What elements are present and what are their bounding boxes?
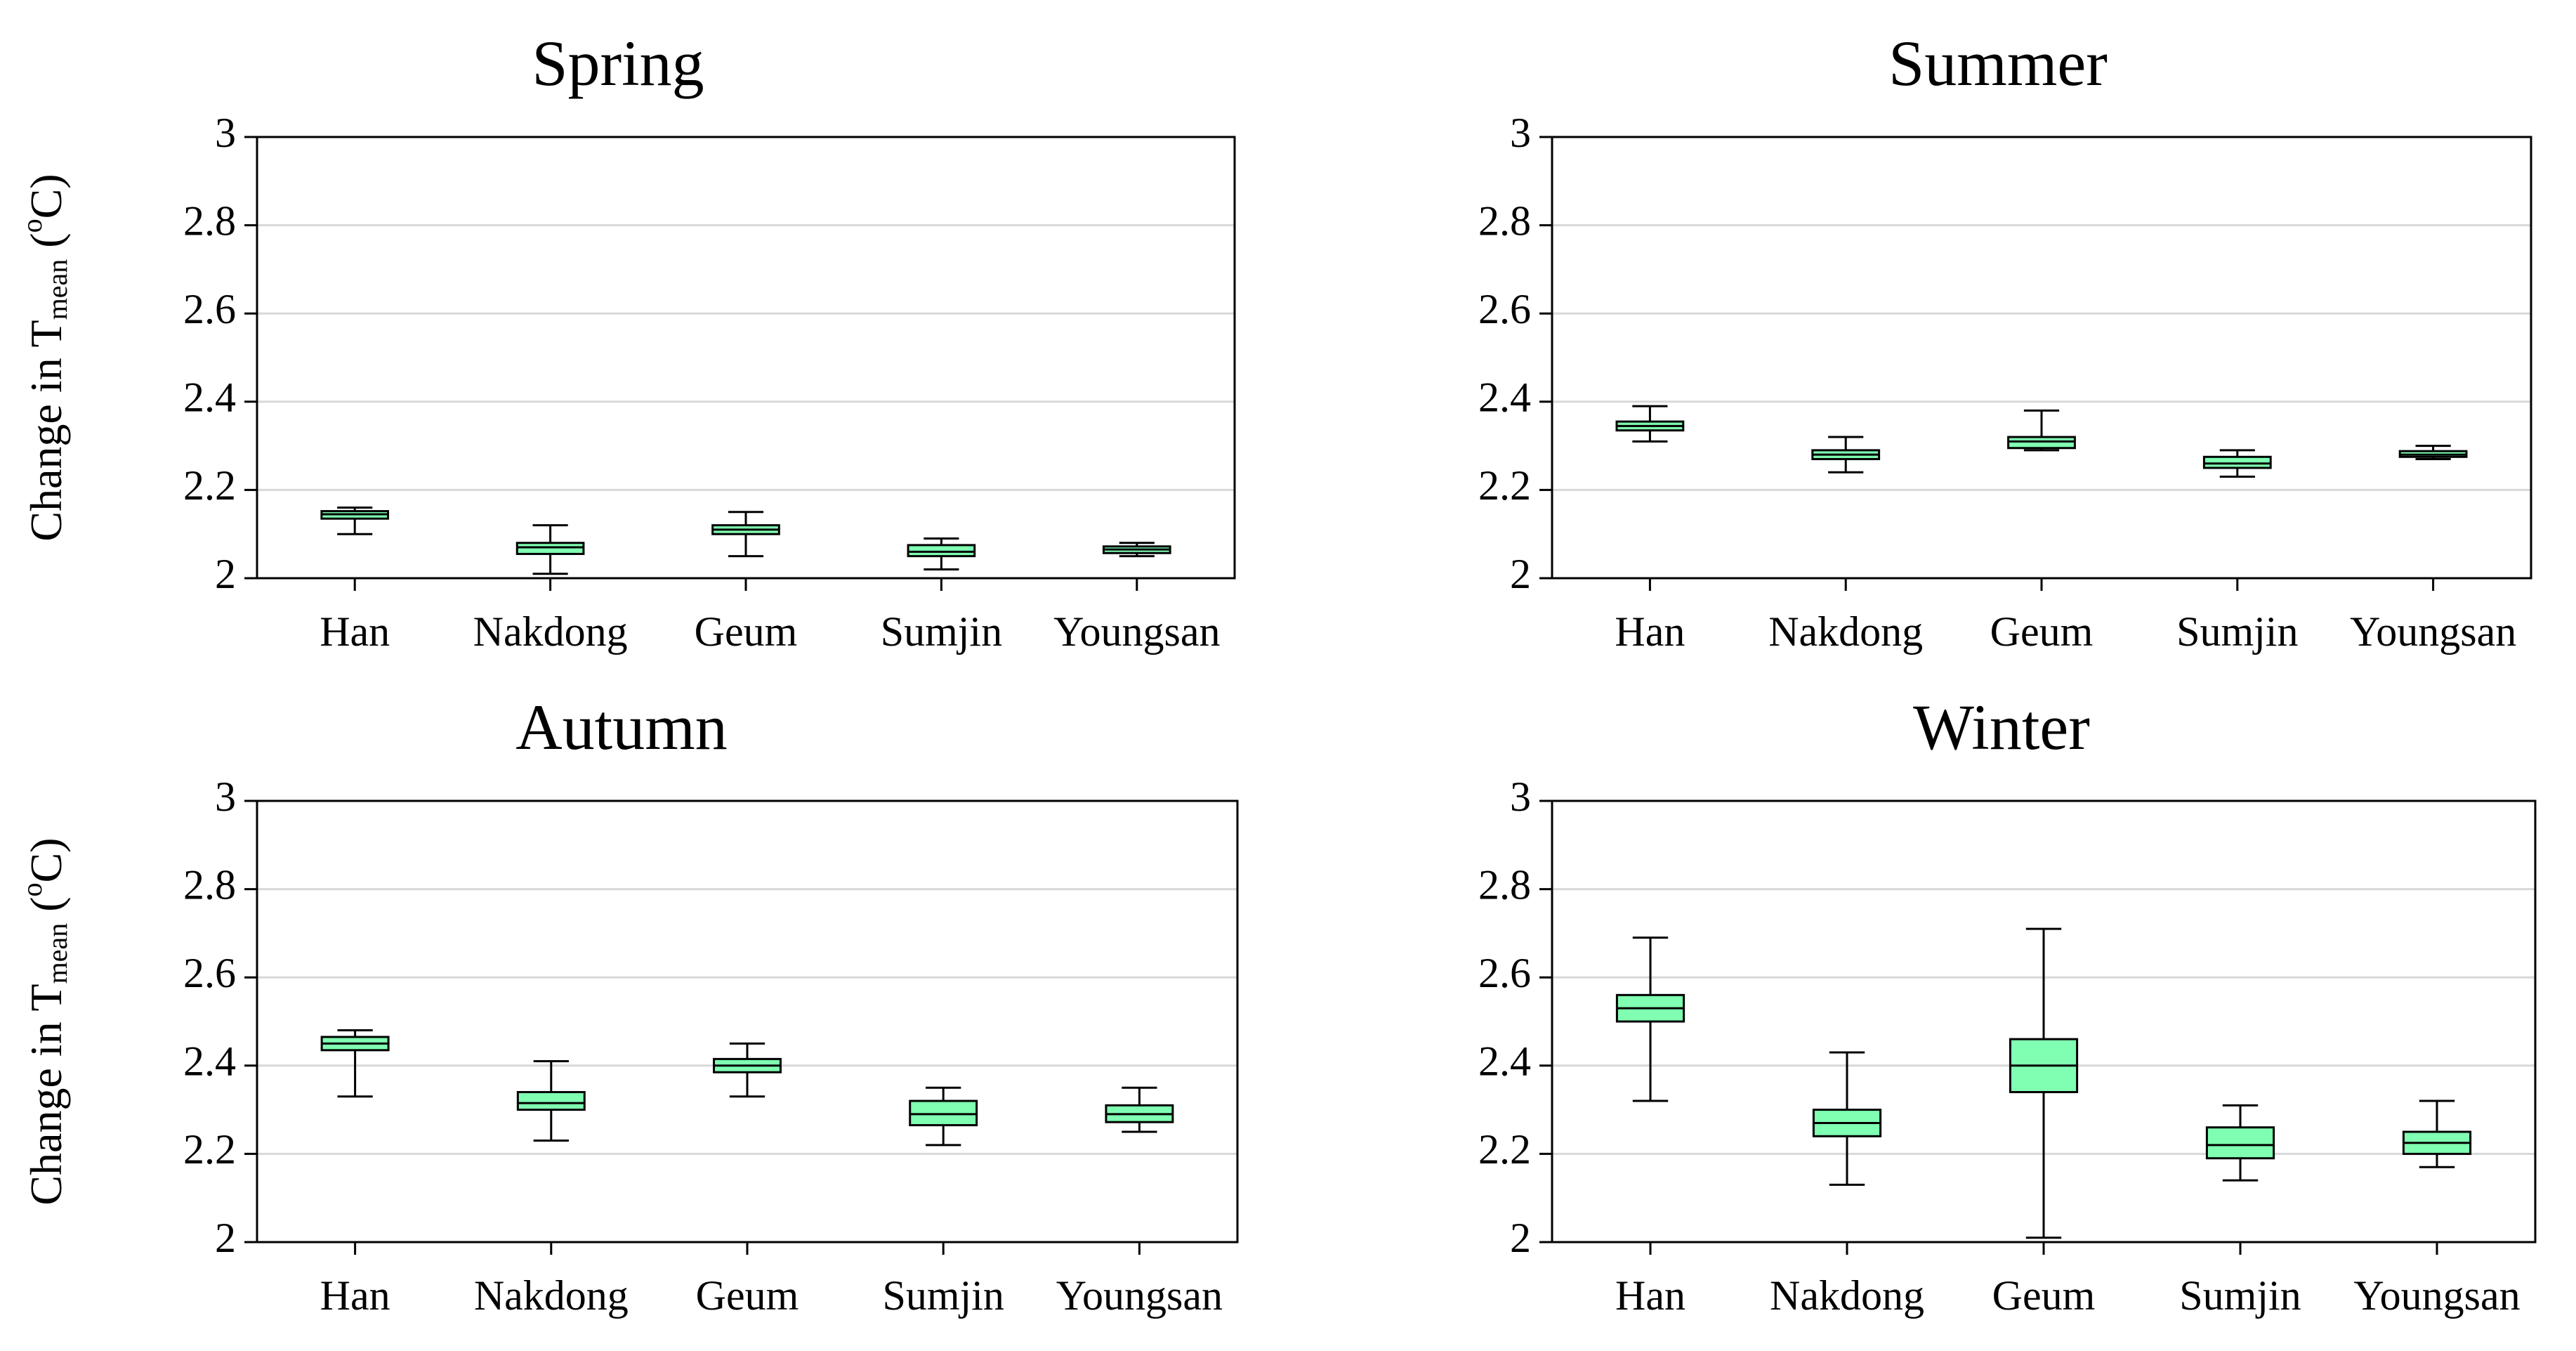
y-tick-label: 2.6 [183,286,236,332]
plot-frame [1551,136,2532,580]
y-tick-label: 2 [1510,551,1531,597]
box-nakdong [516,1060,586,1142]
iqr-box [2007,436,2076,450]
y-tick-label: 2.8 [183,861,236,908]
box-sumjin [2205,1104,2275,1182]
y-tick-label: 2.4 [183,374,236,421]
iqr-box [2202,455,2272,469]
box-han [320,1029,390,1098]
chart-title: Summer [1888,27,2108,99]
y-tick-label: 2.6 [1478,950,1531,996]
box-nakdong [1811,436,1881,474]
category-label-geum: Geum [1992,1272,2096,1319]
y-tick-label: 2.4 [1478,1038,1531,1085]
y-tick-label: 2.2 [183,462,236,509]
panel-winter: 2 2.2 2.4 2.6 2.8 3 Winter Han Nakdong Geum Sumjin… [1478,691,2537,1319]
category-label-sumjin: Sumjin [2179,1272,2301,1319]
box-han [1615,936,1685,1102]
plot-frame [256,799,1239,1244]
box-geum [2007,409,2076,452]
category-label-youngsan: Youngsan [2350,608,2516,655]
y-tick-label: 2 [215,551,236,597]
chart-title: Spring [532,27,704,99]
category-label-nakdong: Nakdong [1768,608,1923,655]
category-label-han: Han [1615,608,1685,655]
y-tick-label: 3 [1510,110,1531,156]
y-tick-label: 2.4 [1478,374,1531,421]
category-label-youngsan: Youngsan [1056,1272,1223,1319]
category-label-youngsan: Youngsan [2353,1272,2520,1319]
y-tick-label: 2.2 [1478,462,1531,509]
iqr-box [909,1099,978,1127]
box-sumjin [909,1086,978,1147]
category-label-nakdong: Nakdong [473,608,628,655]
iqr-box [516,1090,586,1111]
y-tick-label: 2 [1510,1215,1531,1261]
category-label-geum: Geum [1990,608,2094,655]
iqr-box [907,544,976,558]
category-label-sumjin: Sumjin [2176,608,2298,655]
y-tick-label: 2.2 [1478,1126,1531,1173]
y-axis-label: Change in Tmean (oC) [16,174,73,541]
iqr-box [515,542,585,555]
category-label-sumjin: Sumjin [881,608,1002,655]
box-geum [713,1042,782,1098]
y-axis-label: Change in Tmean (oC) [16,837,73,1205]
y-tick-label: 2.6 [183,950,236,996]
box-geum [711,511,780,558]
box-han [1615,405,1685,443]
category-label-han: Han [320,608,390,655]
category-label-geum: Geum [696,1272,799,1319]
box-sumjin [2202,449,2272,478]
chart-title: Winter [1913,691,2090,763]
category-label-geum: Geum [695,608,798,655]
iqr-box [2205,1126,2275,1160]
box-youngsan [2402,1099,2472,1168]
y-tick-label: 3 [215,774,236,820]
chart-title: Autumn [515,691,728,763]
category-label-han: Han [1615,1272,1685,1319]
y-tick-label: 2.2 [183,1126,236,1173]
category-label-nakdong: Nakdong [1770,1272,1924,1319]
category-label-han: Han [320,1272,390,1319]
box-geum [2009,927,2079,1239]
y-tick-label: 2.8 [1478,861,1531,908]
box-nakdong [1812,1051,1882,1186]
y-tick-label: 2 [215,1215,236,1261]
panel-spring: 2 2.2 2.4 2.6 2.8 3 Spring Han Nakdong Geum Sumjin… [16,27,1236,655]
y-tick-label: 3 [1510,774,1531,820]
y-tick-label: 3 [215,110,236,156]
box-youngsan [1105,1086,1174,1133]
category-label-youngsan: Youngsan [1053,608,1220,655]
category-label-sumjin: Sumjin [883,1272,1004,1319]
y-tick-label: 2.8 [183,197,236,244]
y-tick-label: 2.6 [1478,286,1531,332]
box-nakdong [515,524,585,575]
box-han [320,507,390,535]
box-youngsan [1102,542,1171,558]
category-label-nakdong: Nakdong [474,1272,629,1319]
panel-autumn: 2 2.2 2.4 2.6 2.8 3 Autumn Han Nakdong Geum Sumjin… [16,691,1239,1319]
box-youngsan [2398,445,2468,460]
panel-summer: 2 2.2 2.4 2.6 2.8 3 Summer Han Nakdong Geum Sumjin… [1478,27,2532,655]
box-sumjin [907,537,976,570]
y-tick-label: 2.4 [183,1038,236,1085]
y-tick-label: 2.8 [1478,197,1531,244]
